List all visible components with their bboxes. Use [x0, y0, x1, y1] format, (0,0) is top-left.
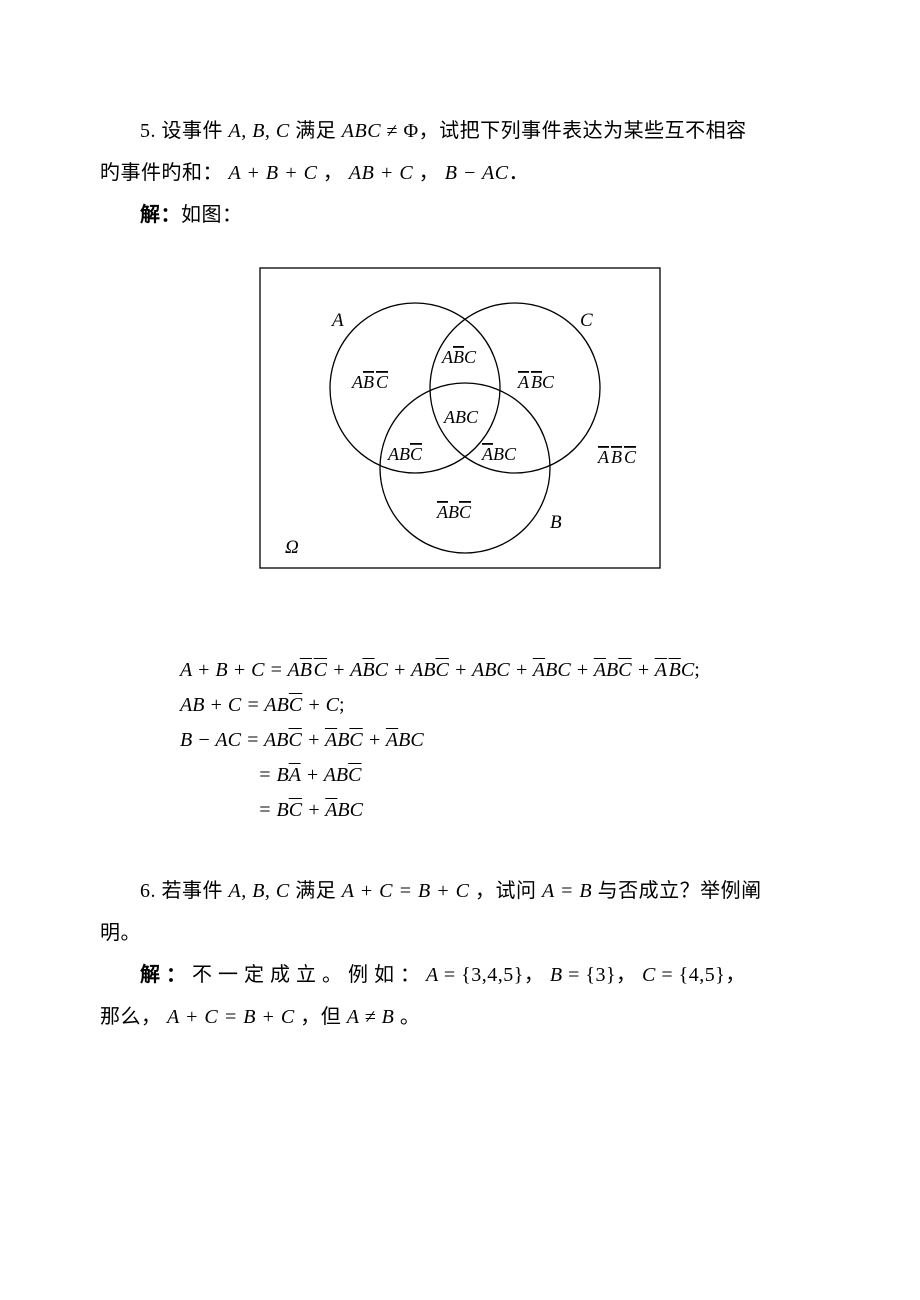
p5-period: ．: [509, 162, 530, 184]
p5-sep2: ，: [413, 162, 439, 184]
p6-l2: 明。: [100, 922, 141, 944]
p6-c2: ，: [616, 964, 642, 986]
p5-sol-label: 解：: [140, 204, 181, 226]
p6-line4: 那么， A + C = B + C ，但 A ≠ B 。: [100, 996, 820, 1038]
venn-r-abc5: ABC: [387, 444, 423, 464]
p5-cond: ABC ≠ Φ: [342, 120, 419, 142]
p6-prefix: 6. 若事件: [140, 880, 229, 902]
venn-svg: A C B Ω ABC ABC ABC ABC ABC ABC ABC ABC: [240, 258, 680, 588]
p6-setB: B = {3}: [550, 964, 616, 986]
p6-mid: 满足: [290, 880, 342, 902]
venn-r-abc6: ABC: [481, 444, 517, 464]
p5-expr2: AB + C: [349, 162, 413, 184]
p6-l4-ne: A ≠ B: [347, 1006, 395, 1028]
eq-l5: = BC + ABC: [180, 793, 820, 828]
p5-line1: 5. 设事件 A, B, C 满足 ABC ≠ Φ，试把下列事件表达为某些互不相…: [100, 110, 820, 152]
venn-label-b: B: [550, 512, 562, 533]
p6-line1: 6. 若事件 A, B, C 满足 A + C = B + C ，试问 A = …: [100, 870, 820, 912]
p6-l4-eq: A + C = B + C: [167, 1006, 295, 1028]
venn-r-abc8: ABC: [597, 447, 637, 467]
venn-r-abc1: ABC: [351, 372, 389, 392]
venn-r-abc2: ABC: [441, 347, 477, 367]
venn-r-abc3: ABC: [517, 372, 555, 392]
eq-l2: AB + C = ABC + C;: [180, 688, 820, 723]
p5-sep1: ，: [317, 162, 343, 184]
p6-sol-p1: 不 一 定 成 立 。 例 如 ：: [187, 964, 427, 986]
venn-r-abc4: ABC: [443, 407, 479, 427]
venn-label-c: C: [580, 310, 593, 331]
p6-line2: 明。: [100, 912, 820, 954]
page: 5. 设事件 A, B, C 满足 ABC ≠ Φ，试把下列事件表达为某些互不相…: [0, 0, 920, 1300]
p6-sol-label: 解 ：: [140, 964, 187, 986]
p6-c1: ，: [524, 964, 550, 986]
p6-setC: C = {4,5}: [642, 964, 725, 986]
p6-l4-pre: 那么，: [100, 1006, 167, 1028]
p5-line2: 旳事件旳和： A + B + C ， AB + C ， B − AC．: [100, 152, 820, 194]
p5-sol-text: 如图：: [181, 204, 243, 226]
p6-events: A, B, C: [229, 880, 290, 902]
venn-r-abc7: ABC: [436, 502, 472, 522]
p5-prefix: 5. 设事件: [140, 120, 229, 142]
p6-q: A = B: [542, 880, 592, 902]
venn-label-a: A: [330, 310, 344, 331]
venn-label-omega: Ω: [285, 537, 299, 558]
p5-tail: ，试把下列事件表达为某些互不相容: [419, 120, 747, 142]
p6-l4-mid: ，但: [295, 1006, 347, 1028]
p5-l2-prefix: 旳事件旳和：: [100, 162, 223, 184]
eq-l1: A + B + C = AB C + ABC + ABC + ABC + ABC…: [180, 653, 820, 688]
venn-wrap: A C B Ω ABC ABC ABC ABC ABC ABC ABC ABC: [100, 258, 820, 603]
eq-l4: = BA + ABC: [180, 758, 820, 793]
eq-l3: B − AC = ABC + ABC + ABC: [180, 723, 820, 758]
p6-cond: A + C = B + C: [342, 880, 470, 902]
p6-mid2: ，试问: [470, 880, 543, 902]
p6-tail: 与否成立？举例阐: [592, 880, 762, 902]
p5-sol: 解：如图：: [100, 194, 820, 236]
p5-cond-text: 满足: [290, 120, 342, 142]
p5-expr3: B − AC: [445, 162, 509, 184]
p6-setA: A = {3,4,5}: [426, 964, 524, 986]
p6-l4-end: 。: [394, 1006, 420, 1028]
eq-block: A + B + C = AB C + ABC + ABC + ABC + ABC…: [100, 653, 820, 828]
p5-expr1: A + B + C: [229, 162, 318, 184]
p5-events: A, B, C: [229, 120, 290, 142]
p6-c3: ，: [725, 964, 746, 986]
p6-line3: 解 ： 不 一 定 成 立 。 例 如 ： A = {3,4,5}， B = {…: [100, 954, 820, 996]
